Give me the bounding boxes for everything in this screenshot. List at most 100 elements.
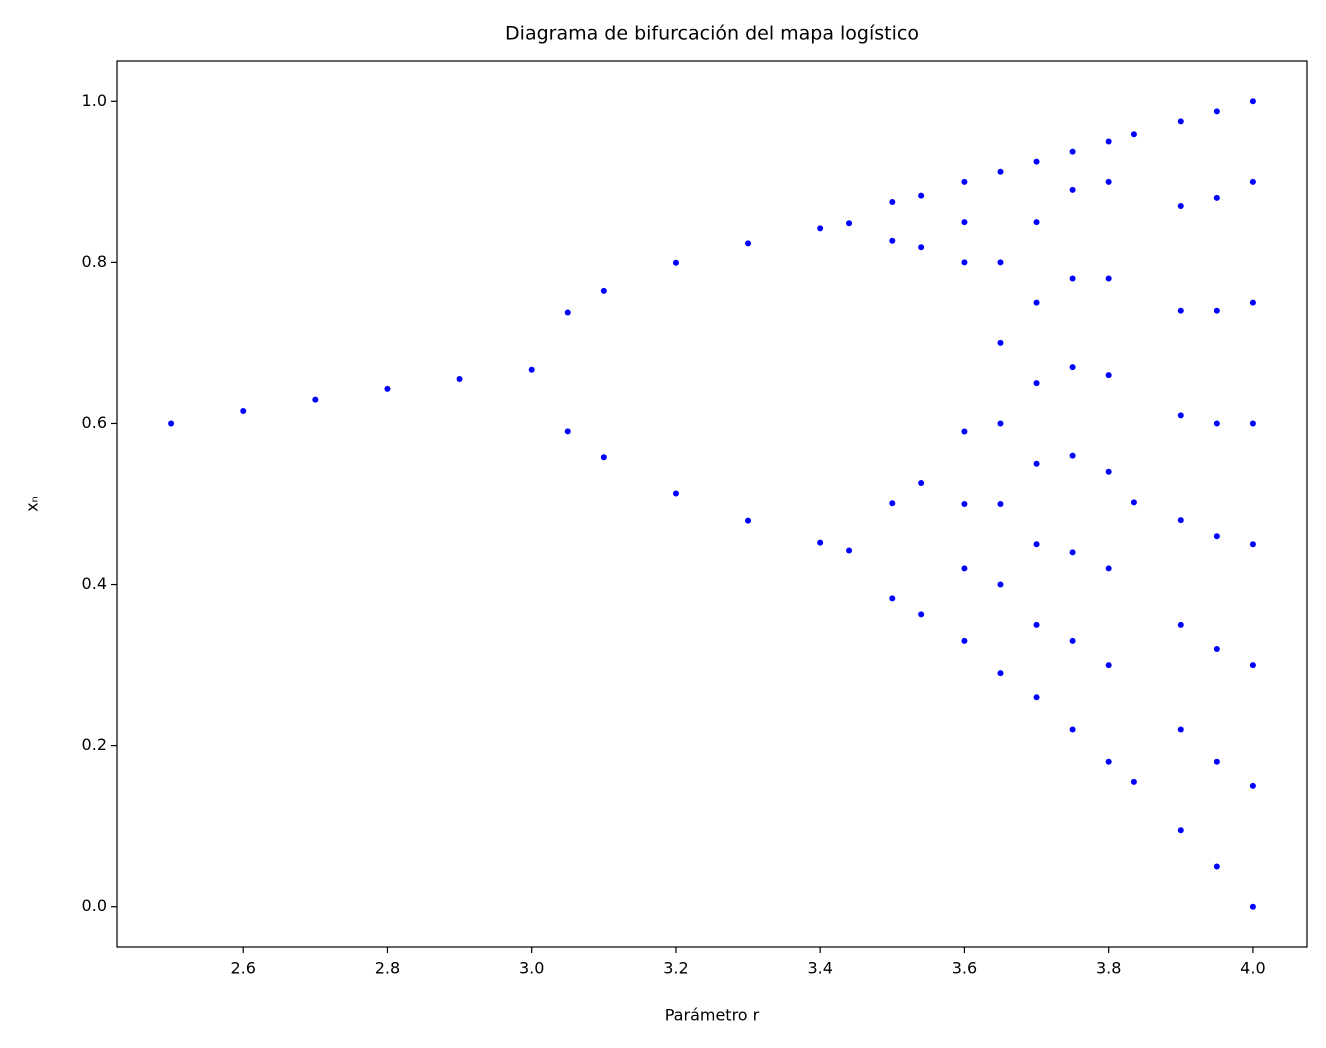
- point: [564, 428, 571, 435]
- point: [1213, 194, 1220, 201]
- y-tick-label: 0.4: [82, 574, 107, 593]
- point: [846, 220, 853, 227]
- y-tick-label: 0.8: [82, 252, 107, 271]
- point: [961, 637, 968, 644]
- point: [961, 428, 968, 435]
- point: [997, 259, 1004, 266]
- point: [456, 375, 463, 382]
- point: [961, 565, 968, 572]
- x-tick-label: 3.8: [1096, 959, 1121, 978]
- y-tick-label: 0.0: [82, 896, 107, 915]
- point: [1177, 412, 1184, 419]
- point: [1177, 827, 1184, 834]
- point: [1249, 662, 1256, 669]
- x-tick-label: 3.0: [519, 959, 544, 978]
- point: [961, 501, 968, 507]
- point: [600, 454, 607, 461]
- point: [889, 198, 896, 205]
- point: [1033, 694, 1040, 701]
- x-axis-label: Parámetro r: [665, 1006, 760, 1025]
- point: [1105, 662, 1112, 669]
- point: [1069, 275, 1076, 282]
- point: [1177, 621, 1184, 628]
- x-tick-label: 2.6: [230, 959, 255, 978]
- point: [889, 500, 896, 507]
- y-tick-label: 1.0: [82, 91, 107, 110]
- point: [1213, 420, 1220, 427]
- point: [997, 339, 1004, 346]
- point: [1069, 726, 1076, 733]
- x-tick-label: 3.6: [952, 959, 977, 978]
- y-tick-label: 0.2: [82, 735, 107, 754]
- point: [961, 178, 968, 185]
- point: [564, 309, 571, 316]
- point: [1033, 460, 1040, 467]
- x-tick-label: 3.2: [663, 959, 688, 978]
- point: [1213, 645, 1220, 652]
- point: [1249, 98, 1256, 105]
- x-tick-label: 3.4: [807, 959, 832, 978]
- point: [1130, 778, 1137, 785]
- point: [1105, 468, 1112, 475]
- point: [1249, 903, 1256, 910]
- point: [1105, 178, 1112, 185]
- point: [1033, 380, 1040, 387]
- point: [997, 581, 1004, 588]
- point: [1177, 726, 1184, 733]
- point: [1130, 499, 1137, 506]
- point: [1033, 219, 1040, 226]
- x-tick-label: 4.0: [1240, 959, 1265, 978]
- point: [817, 539, 824, 546]
- point: [312, 396, 319, 403]
- point: [1069, 364, 1076, 371]
- point: [672, 259, 679, 266]
- point: [1177, 307, 1184, 314]
- point: [1249, 541, 1256, 548]
- point: [384, 385, 391, 392]
- point: [997, 168, 1004, 175]
- point: [1105, 565, 1112, 572]
- point: [918, 479, 925, 486]
- point: [1213, 758, 1220, 765]
- point: [1249, 178, 1256, 185]
- point: [1033, 158, 1040, 165]
- point: [846, 547, 853, 554]
- point: [1105, 275, 1112, 282]
- point: [168, 420, 175, 427]
- point: [528, 366, 535, 373]
- point: [600, 287, 607, 294]
- point: [1177, 118, 1184, 125]
- point: [745, 517, 752, 524]
- point: [1213, 863, 1220, 870]
- point: [889, 595, 896, 602]
- point: [1105, 138, 1112, 145]
- point: [1033, 299, 1040, 306]
- point: [918, 611, 925, 618]
- point: [1033, 621, 1040, 628]
- point: [1069, 637, 1076, 644]
- point: [1249, 299, 1256, 306]
- point: [1213, 307, 1220, 314]
- point: [240, 408, 247, 415]
- point: [1177, 517, 1184, 524]
- point: [1249, 420, 1256, 427]
- point: [1069, 452, 1076, 459]
- point: [918, 192, 925, 199]
- point: [997, 670, 1004, 677]
- point: [997, 501, 1004, 507]
- plot-frame: [116, 60, 1308, 948]
- point: [1105, 758, 1112, 765]
- point: [1213, 533, 1220, 540]
- point: [1213, 108, 1220, 115]
- point: [1069, 549, 1076, 556]
- point: [1130, 131, 1137, 138]
- point: [1105, 372, 1112, 379]
- point: [961, 259, 968, 266]
- x-tick-label: 2.8: [375, 959, 400, 978]
- point: [997, 420, 1004, 427]
- point: [1033, 541, 1040, 548]
- point: [918, 244, 925, 251]
- point: [889, 237, 896, 244]
